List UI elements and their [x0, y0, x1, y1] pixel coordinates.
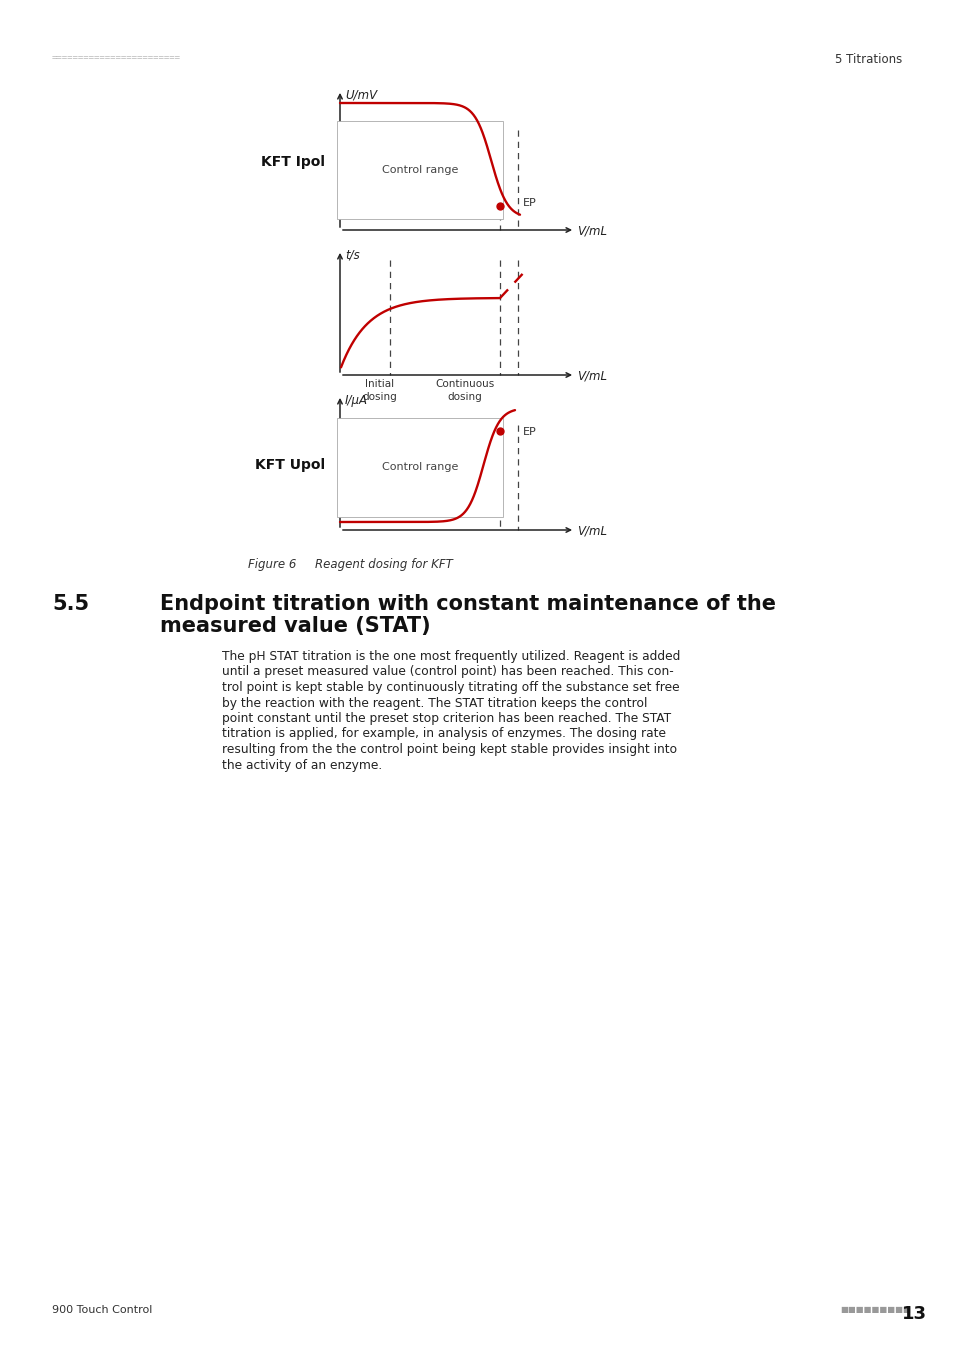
Text: until a preset measured value (control point) has been reached. This con-: until a preset measured value (control p… [222, 666, 673, 679]
Text: EP: EP [522, 427, 537, 437]
Text: KFT Upol: KFT Upol [254, 458, 325, 472]
Text: V/mL: V/mL [577, 525, 606, 537]
Text: The pH STAT titration is the one most frequently utilized. Reagent is added: The pH STAT titration is the one most fr… [222, 649, 679, 663]
Text: U/mV: U/mV [345, 89, 376, 103]
Text: Control range: Control range [381, 463, 457, 472]
Text: 5.5: 5.5 [52, 594, 89, 614]
Text: Initial: Initial [365, 379, 395, 389]
Text: KFT Ipol: KFT Ipol [261, 155, 325, 169]
Text: titration is applied, for example, in analysis of enzymes. The dosing rate: titration is applied, for example, in an… [222, 728, 665, 741]
Bar [339, 135, 499, 205]
Text: ========================: ======================== [52, 53, 181, 62]
Text: trol point is kept stable by continuously titrating off the substance set free: trol point is kept stable by continuousl… [222, 680, 679, 694]
Text: by the reaction with the reagent. The STAT titration keeps the control: by the reaction with the reagent. The ST… [222, 697, 647, 710]
Text: V/mL: V/mL [577, 370, 606, 382]
Text: Figure 6: Figure 6 [248, 558, 296, 571]
Text: V/mL: V/mL [577, 224, 606, 238]
Text: t/s: t/s [345, 248, 359, 262]
Text: EP: EP [522, 198, 537, 208]
Text: the activity of an enzyme.: the activity of an enzyme. [222, 759, 382, 771]
Text: point constant until the preset stop criterion has been reached. The STAT: point constant until the preset stop cri… [222, 711, 670, 725]
Text: I/μA: I/μA [345, 394, 368, 406]
Text: measured value (STAT): measured value (STAT) [160, 616, 430, 636]
Text: Endpoint titration with constant maintenance of the: Endpoint titration with constant mainten… [160, 594, 775, 614]
Text: 900 Touch Control: 900 Touch Control [52, 1305, 152, 1315]
Text: Control range: Control range [381, 165, 457, 176]
Text: Continuous: Continuous [435, 379, 494, 389]
Text: 5 Titrations: 5 Titrations [834, 53, 901, 66]
Text: dosing: dosing [447, 392, 482, 402]
Text: dosing: dosing [362, 392, 397, 402]
Text: 13: 13 [901, 1305, 926, 1323]
Text: ■■■■■■■■■: ■■■■■■■■■ [840, 1305, 910, 1314]
Text: resulting from the the control point being kept stable provides insight into: resulting from the the control point bei… [222, 743, 677, 756]
Text: Reagent dosing for KFT: Reagent dosing for KFT [314, 558, 453, 571]
Bar [339, 431, 499, 505]
